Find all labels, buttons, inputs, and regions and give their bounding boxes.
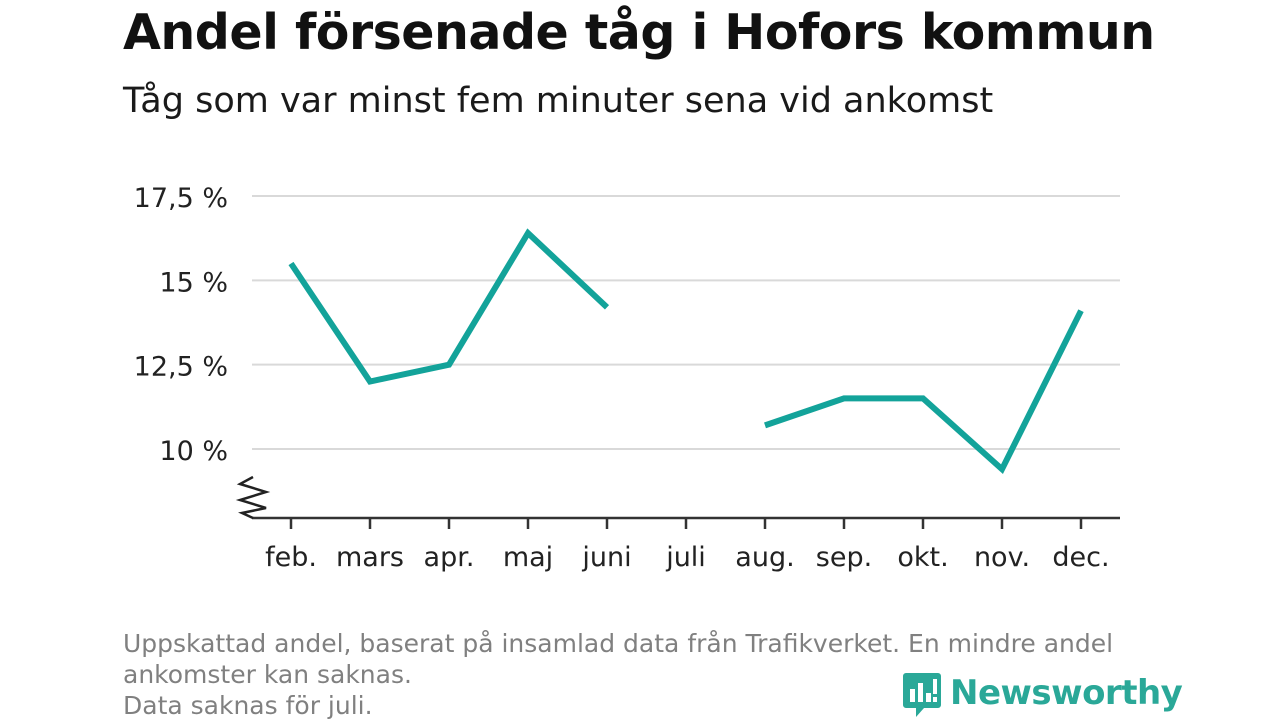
x-tick-label: apr. [424,542,475,573]
newsworthy-logo: Newsworthy [902,667,1183,719]
x-tick-label: feb. [265,542,317,573]
gridlines [252,195,1120,450]
x-tick-label: dec. [1052,542,1109,573]
line-chart: 10 % 12,5 % 15 % 17,5 % feb. mars apr. maj juni… [134,183,1120,573]
x-tick-label: aug. [735,542,794,573]
x-tick-label: nov. [974,542,1030,573]
footnote-line-2: ankomster kan saknas. [123,660,412,689]
x-tick-label: okt. [897,542,948,573]
footnote: Uppskattad andel, baserat på insamlad da… [123,628,1163,721]
footnote-line-3: Data saknas för juli. [123,691,373,720]
x-axis: feb. mars apr. maj juni juli aug. sep. okt. nov. d… [235,475,1120,573]
x-tick-label: sep. [816,542,872,573]
y-tick-label: 15 % [159,267,228,298]
chart-title: Andel försenade tåg i Hofors kommun [123,4,1155,61]
y-tick-label: 10 % [159,436,228,467]
x-tick-label: maj [503,542,553,573]
x-tick-label: juni [581,542,631,573]
series-lines [288,228,1084,475]
footnote-line-1: Uppskattad andel, baserat på insamlad da… [123,629,1114,658]
y-axis-tick-labels: 10 % 12,5 % 15 % 17,5 % [134,183,228,467]
series-line-segment [764,309,1084,475]
newsworthy-logo-text: Newsworthy [950,673,1183,713]
y-axis-break-icon [235,475,271,520]
y-tick-label: 17,5 % [134,183,228,214]
series-line-segment [288,228,610,385]
y-tick-label: 12,5 % [134,352,228,383]
x-tick-label: juli [665,542,706,573]
x-tick-label: mars [336,542,404,573]
chart-subtitle: Tåg som var minst fem minuter sena vid a… [123,81,994,121]
newsworthy-logo-icon [903,673,941,717]
